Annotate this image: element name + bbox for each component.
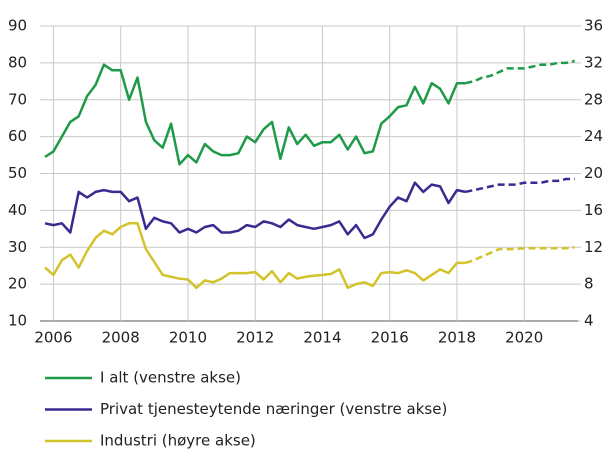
x-tick-label: 2010 (169, 329, 207, 347)
x-tick-label: 2012 (236, 329, 274, 347)
y2-tick-label: 16 (584, 201, 603, 219)
x-tick-label: 2020 (505, 329, 543, 347)
y2-tick-label: 20 (584, 164, 603, 182)
y2-tick-label: 36 (584, 17, 603, 35)
y-tick-label: 60 (8, 127, 27, 145)
y2-tick-label: 28 (584, 90, 603, 108)
series-line-dashed (465, 59, 575, 85)
series-line-dashed (465, 177, 575, 194)
y-tick-label: 20 (8, 275, 27, 293)
y2-tick-label: 8 (584, 275, 594, 293)
y2-tick-label: 24 (584, 127, 603, 145)
x-tick-label: 2016 (371, 329, 409, 347)
y-tick-label: 90 (8, 17, 27, 35)
y2-tick-label: 12 (584, 238, 603, 256)
y-tick-label: 80 (8, 53, 27, 71)
x-tick-label: 2008 (102, 329, 140, 347)
x-tick-label: 2014 (303, 329, 341, 347)
x-tick-label: 2006 (34, 329, 72, 347)
series-line (44, 181, 466, 240)
y-tick-label: 50 (8, 164, 27, 182)
y-tick-label: 40 (8, 201, 27, 219)
legend-label: I alt (venstre akse) (100, 369, 241, 387)
y2-tick-label: 4 (584, 312, 594, 330)
y-tick-label: 70 (8, 90, 27, 108)
x-tick-label: 2018 (438, 329, 476, 347)
legend-label: Industri (høyre akse) (100, 432, 256, 450)
y2-tick-label: 32 (584, 53, 603, 71)
series-line (44, 222, 466, 290)
series-line (44, 63, 466, 166)
series-line-dashed (465, 246, 575, 265)
legend-label: Privat tjenesteytende næringer (venstre … (100, 400, 447, 418)
y-tick-label: 30 (8, 238, 27, 256)
y-tick-label: 10 (8, 312, 27, 330)
